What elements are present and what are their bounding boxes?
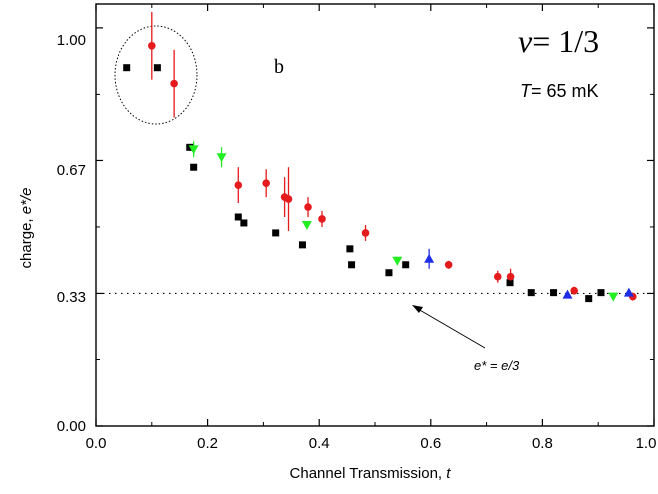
- data-point-green-triangle-down: [216, 153, 227, 163]
- annotation-arrow-line: [417, 308, 486, 349]
- data-point-green-triangle-down: [608, 292, 619, 302]
- data-point-red-circle: [506, 272, 515, 281]
- axis-ticks: [95, 4, 655, 427]
- data-point-black-square: [550, 289, 558, 297]
- y-axis-label: charge, e*/e: [18, 188, 35, 269]
- data-point-red-circle: [444, 260, 453, 269]
- x-axis-label: Channel Transmission, t: [290, 465, 452, 482]
- plot-frame: [95, 3, 655, 427]
- x-tick-label: 0.2: [197, 435, 218, 452]
- x-tick-labels: 0.0 0.2 0.4 0.6 0.8 1.0: [86, 435, 657, 452]
- data-point-black-square: [348, 261, 356, 269]
- x-tick-label: 1.0: [636, 435, 657, 452]
- y-tick-label: 0.67: [57, 162, 86, 179]
- data-point-black-square: [123, 64, 131, 72]
- data-point-black-square: [402, 261, 410, 269]
- data-point-green-triangle-down: [188, 145, 199, 155]
- data-point-red-circle: [262, 179, 270, 187]
- panel-letter: b: [274, 56, 284, 78]
- data-point-black-square: [597, 289, 605, 297]
- data-point-black-square: [506, 279, 514, 287]
- reference-line-label: e* = e/3: [474, 358, 520, 373]
- data-point-red-circle: [493, 272, 502, 281]
- data-point-red-circle: [361, 229, 370, 237]
- data-point-black-square: [385, 269, 393, 277]
- y-tick-label: 0.33: [57, 289, 86, 306]
- y-tick-labels: 0.00 0.33 0.67 1.00: [57, 32, 86, 435]
- filling-factor-label: ν= 1/3: [518, 23, 599, 59]
- data-point-red-circle: [318, 215, 326, 223]
- data-point-blue-triangle-up: [623, 287, 634, 297]
- y-tick-label: 1.00: [57, 32, 86, 49]
- data-point-black-square: [527, 289, 535, 297]
- data-point-black-square: [153, 64, 161, 72]
- temperature-label: T= 65 mK: [520, 81, 599, 101]
- data-point-black-square: [240, 219, 248, 227]
- data-point-red-circle: [170, 79, 178, 88]
- data-point-black-square: [272, 229, 280, 237]
- data-point-blue-triangle-up: [424, 253, 435, 263]
- highlight-ellipse: [114, 25, 198, 125]
- x-tick-label: 0.6: [420, 435, 441, 452]
- data-point-black-square: [298, 241, 306, 249]
- data-points: [123, 42, 637, 303]
- data-point-black-square: [234, 213, 242, 221]
- data-point-black-square: [585, 295, 593, 303]
- data-point-red-circle: [284, 195, 293, 203]
- data-point-red-circle: [570, 286, 579, 295]
- x-tick-label: 0.8: [532, 435, 553, 452]
- data-point-green-triangle-down: [301, 220, 312, 230]
- data-point-green-triangle-down: [392, 256, 403, 266]
- data-point-black-square: [190, 163, 198, 171]
- x-tick-label: 0.4: [309, 435, 330, 452]
- data-point-black-square: [186, 143, 194, 151]
- data-point-black-square: [346, 245, 354, 253]
- annotation-arrowhead: [412, 305, 423, 313]
- data-point-red-circle: [304, 203, 312, 211]
- data-point-red-circle: [148, 42, 156, 50]
- y-tick-label: 0.00: [57, 418, 86, 435]
- data-point-blue-triangle-up: [562, 289, 573, 299]
- x-tick-label: 0.0: [86, 435, 107, 452]
- data-point-red-circle: [234, 181, 243, 189]
